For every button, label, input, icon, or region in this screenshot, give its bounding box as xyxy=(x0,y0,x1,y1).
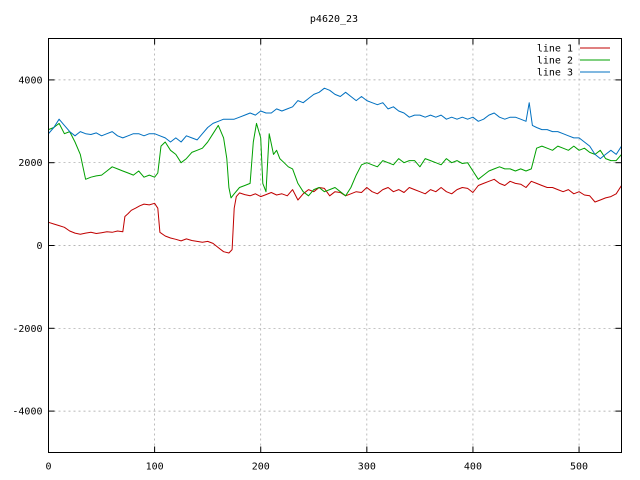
legend-label-1: line 1 xyxy=(537,44,573,55)
y-tick-label: 2000 xyxy=(18,158,42,169)
legend-label-3: line 3 xyxy=(537,68,573,79)
x-tick-label: 300 xyxy=(358,462,376,473)
x-tick-label: 200 xyxy=(252,462,270,473)
y-tick-label: 4000 xyxy=(18,75,42,86)
grid xyxy=(48,38,622,453)
series-layer xyxy=(48,87,622,254)
y-tick-label: -4000 xyxy=(12,407,42,418)
y-tick-label: -2000 xyxy=(12,324,42,335)
legend-label-2: line 2 xyxy=(537,56,573,67)
chart-title: p4620_23 xyxy=(310,14,358,25)
axes: 0 100 200 300 400 500 -4000 -2000 0 2000 4000 xyxy=(12,38,622,473)
x-tick-label: 100 xyxy=(146,462,164,473)
y-tick-label: 0 xyxy=(36,241,42,252)
x-tick-label: 500 xyxy=(570,462,588,473)
series-line-2 xyxy=(48,122,622,199)
x-tick-label: 0 xyxy=(45,462,51,473)
x-tick-label: 400 xyxy=(464,462,482,473)
series-line-3 xyxy=(48,87,622,160)
series-line-1 xyxy=(48,178,622,254)
